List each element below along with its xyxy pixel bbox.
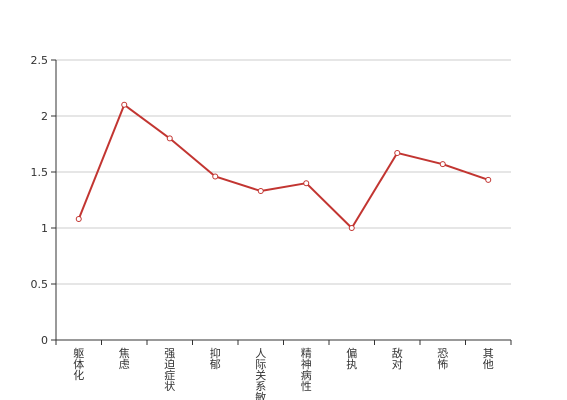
x-tick-label-6: 精神病性 xyxy=(301,347,312,393)
x-tick-label-3: 强迫症状 xyxy=(164,347,175,393)
y-tick-label: 1 xyxy=(41,222,48,235)
data-point-2 xyxy=(121,101,128,108)
x-tick-label-1: 躯体化 xyxy=(73,347,84,382)
x-tick-label-2: 焦虑 xyxy=(119,347,130,371)
x-tick-label-4: 抑郁 xyxy=(210,346,221,371)
y-tick-label: 0 xyxy=(41,334,48,347)
data-point-6 xyxy=(303,180,310,187)
data-point-10 xyxy=(485,176,492,183)
x-tick-label-5: 人际关系敏感 xyxy=(255,347,266,400)
y-tick-label: 2 xyxy=(41,110,48,123)
grid-lines xyxy=(56,59,511,285)
series-layer xyxy=(75,101,492,231)
data-point-8 xyxy=(394,149,401,156)
x-tick-label-8: 敌对 xyxy=(392,346,403,371)
y-tick-label: 2.5 xyxy=(31,54,49,67)
x-tick-label-7: 偏执 xyxy=(346,346,357,371)
x-tick-label-9: 恐怖 xyxy=(437,347,448,371)
data-point-3 xyxy=(166,135,173,142)
x-tick-label-10: 其他 xyxy=(483,347,494,371)
y-tick-label: 0.5 xyxy=(31,278,49,291)
y-tick-label: 1.5 xyxy=(31,166,49,179)
data-point-7 xyxy=(348,225,355,231)
x-axis: 躯体化 焦虑 强迫症状 抑郁 人际关系敏感 精神病性 偏执 敌对 恐怖 其他 xyxy=(55,339,512,400)
data-point-5 xyxy=(257,188,264,195)
data-point-4 xyxy=(212,173,219,180)
y-axis: 0 0.5 1 1.5 2 2.5 xyxy=(31,54,57,347)
data-point-9 xyxy=(439,161,446,168)
data-point-1 xyxy=(75,216,82,223)
series-line-1 xyxy=(77,103,489,229)
